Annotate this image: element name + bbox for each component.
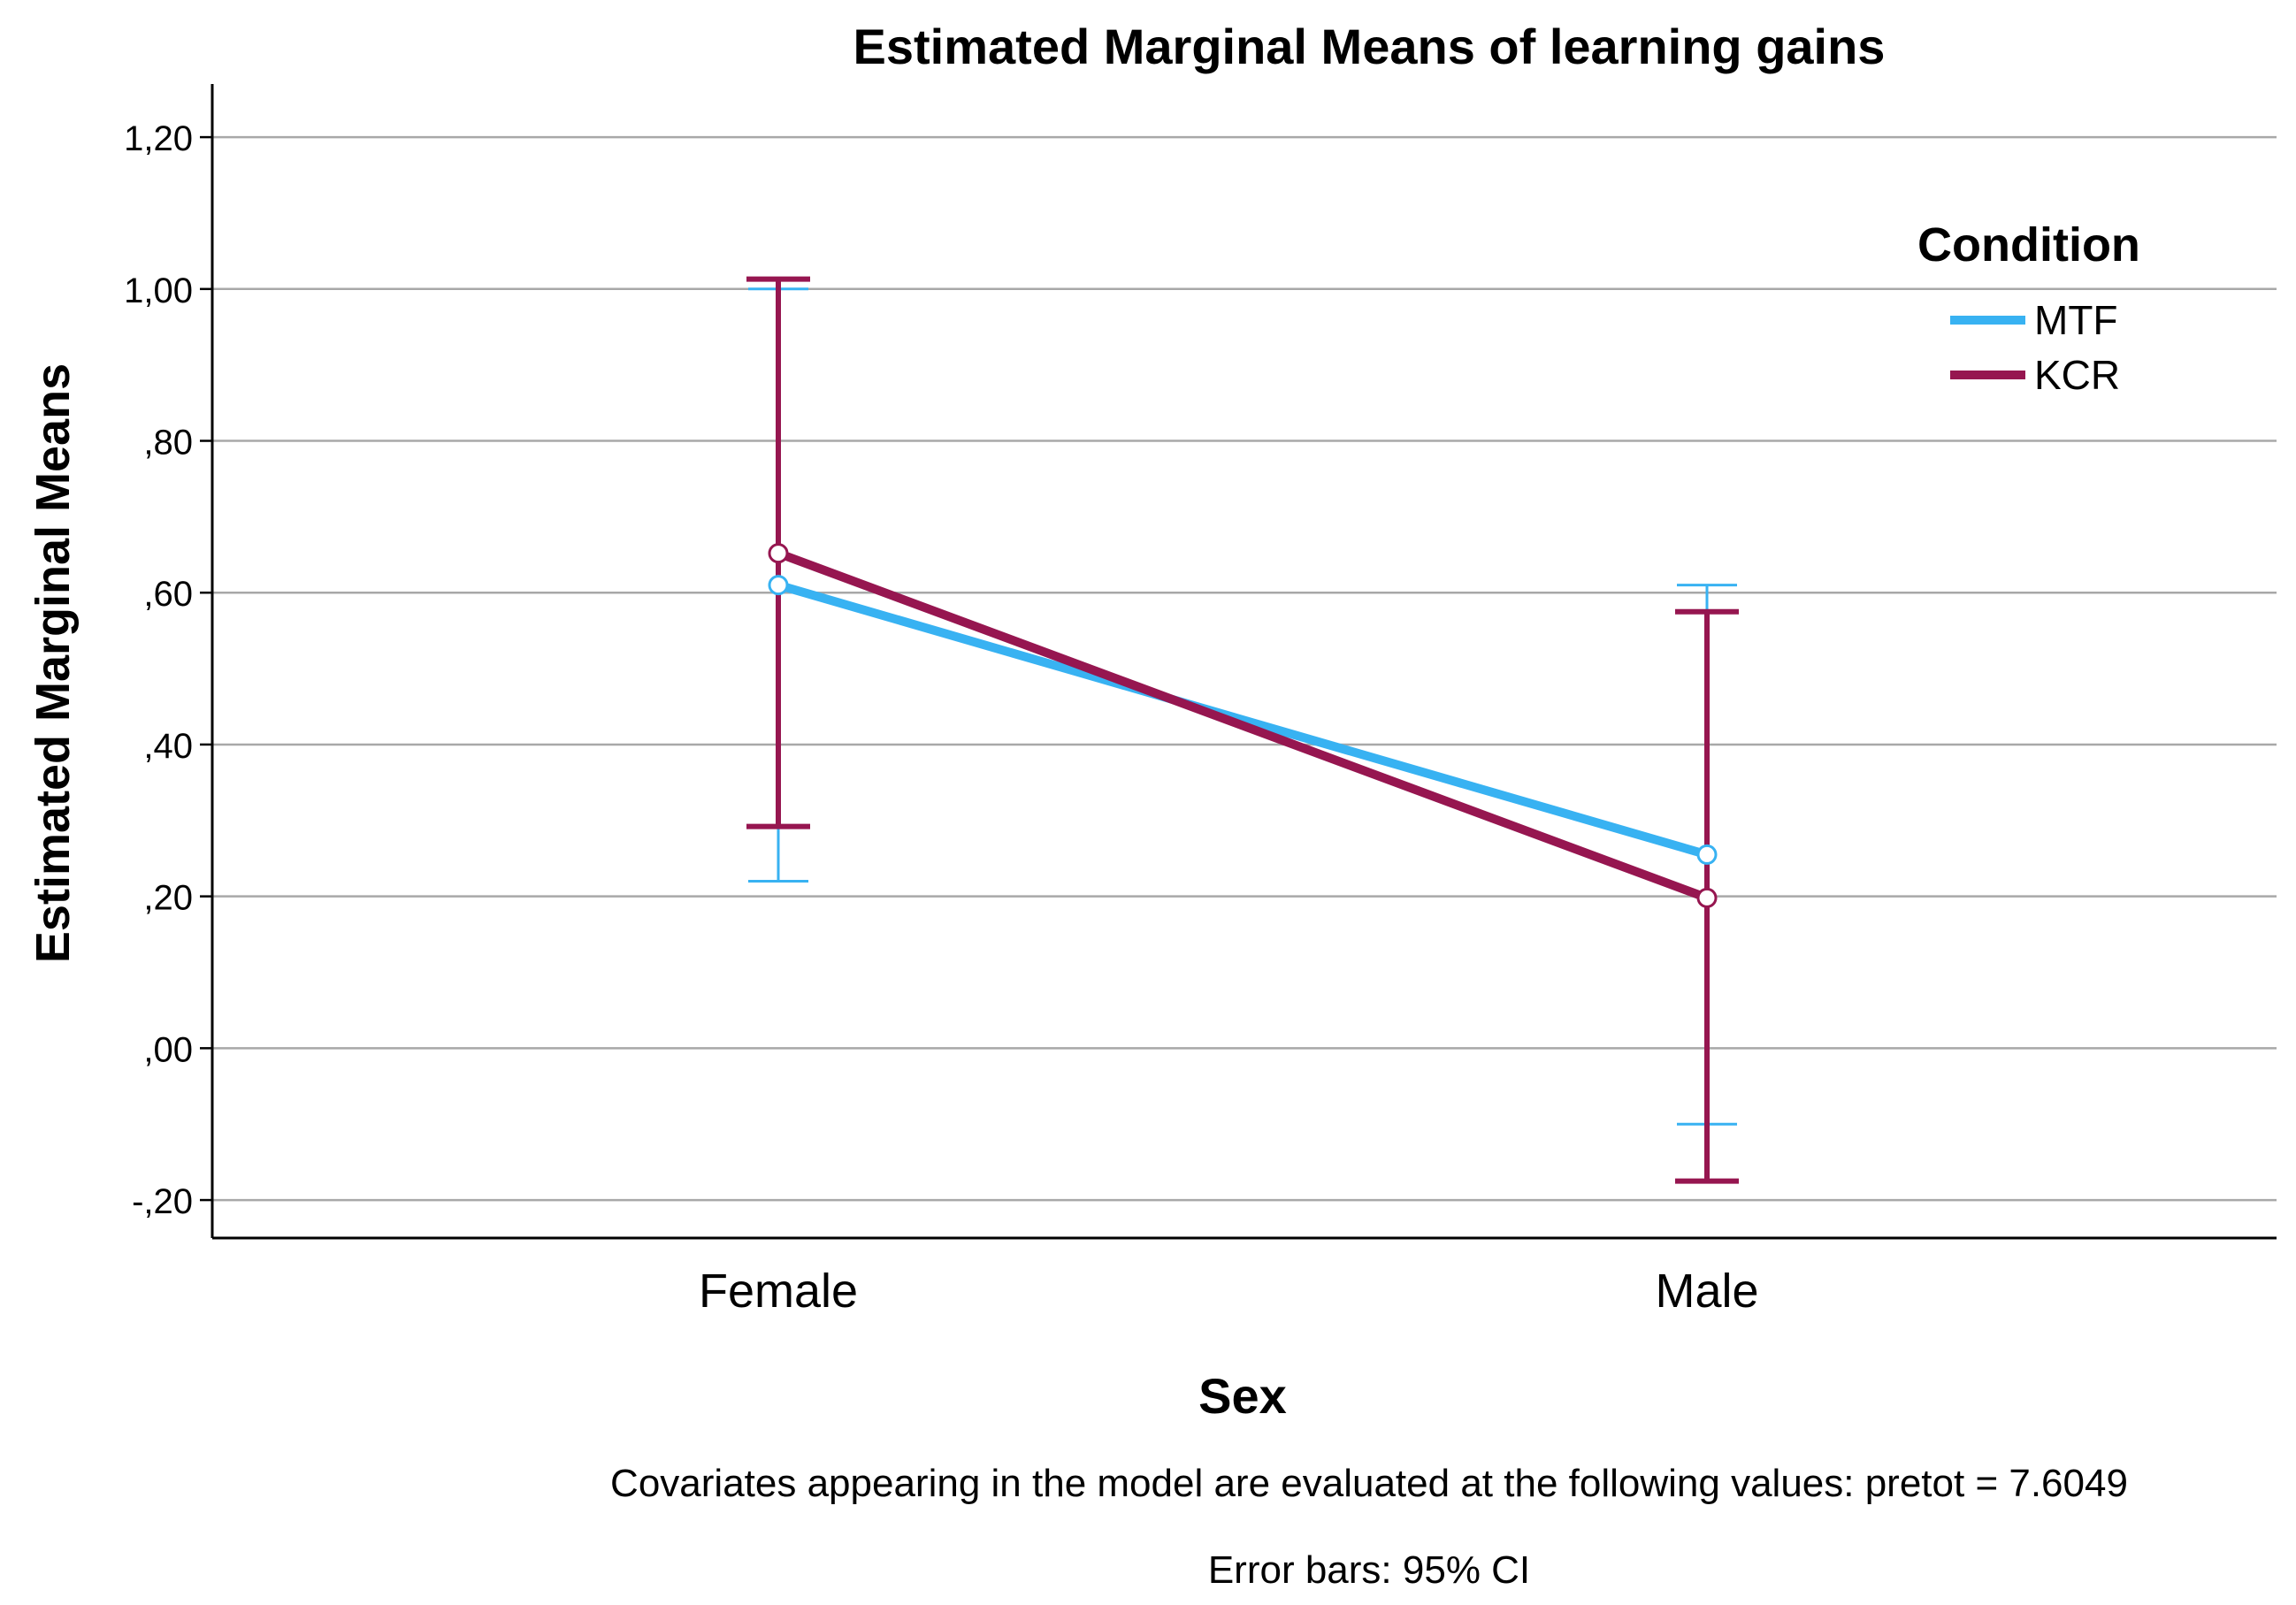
legend-title: Condition	[1917, 218, 2140, 271]
y-tick-labels: -,20 ,00 ,20 ,40 ,60 ,80 1,00 1,20	[124, 119, 212, 1221]
series-lines	[774, 548, 1711, 903]
series-line-mtf	[774, 580, 1711, 860]
footnote-covariates: Covariates appearing in the model are ev…	[610, 1462, 2128, 1505]
y-axis-label: Estimated Marginal Means	[27, 363, 80, 963]
series-markers	[768, 543, 1718, 908]
marker-mtf	[768, 575, 789, 596]
legend-label-mtf: MTF	[2034, 297, 2118, 343]
legend-label-kcr: KCR	[2034, 352, 2120, 398]
x-category-label: Female	[699, 1265, 858, 1318]
y-tick-label: -,20	[132, 1182, 193, 1221]
footnote-error-bars: Error bars: 95% CI	[1208, 1548, 1530, 1592]
legend: Condition MTF KCR	[1917, 218, 2140, 398]
marker-mtf	[1696, 844, 1718, 865]
y-tick-label: ,80	[143, 424, 193, 462]
series-line-kcr	[774, 548, 1711, 903]
y-tick-label: ,40	[143, 727, 193, 766]
x-category-label: Male	[1655, 1265, 1758, 1318]
marker-kcr	[768, 543, 789, 564]
grid-lines	[212, 135, 2277, 1202]
y-tick-label: 1,20	[124, 119, 193, 158]
axes	[210, 84, 2277, 1240]
x-category-labels: Female Male	[699, 1265, 1759, 1318]
marker-kcr	[1696, 887, 1718, 908]
x-axis-label: Sex	[1198, 1368, 1287, 1424]
y-tick-label: ,00	[143, 1030, 193, 1069]
y-tick-label: ,20	[143, 879, 193, 918]
y-tick-label: ,60	[143, 575, 193, 614]
y-tick-label: 1,00	[124, 271, 193, 310]
chart-title: Estimated Marginal Means of learning gai…	[853, 19, 1886, 74]
